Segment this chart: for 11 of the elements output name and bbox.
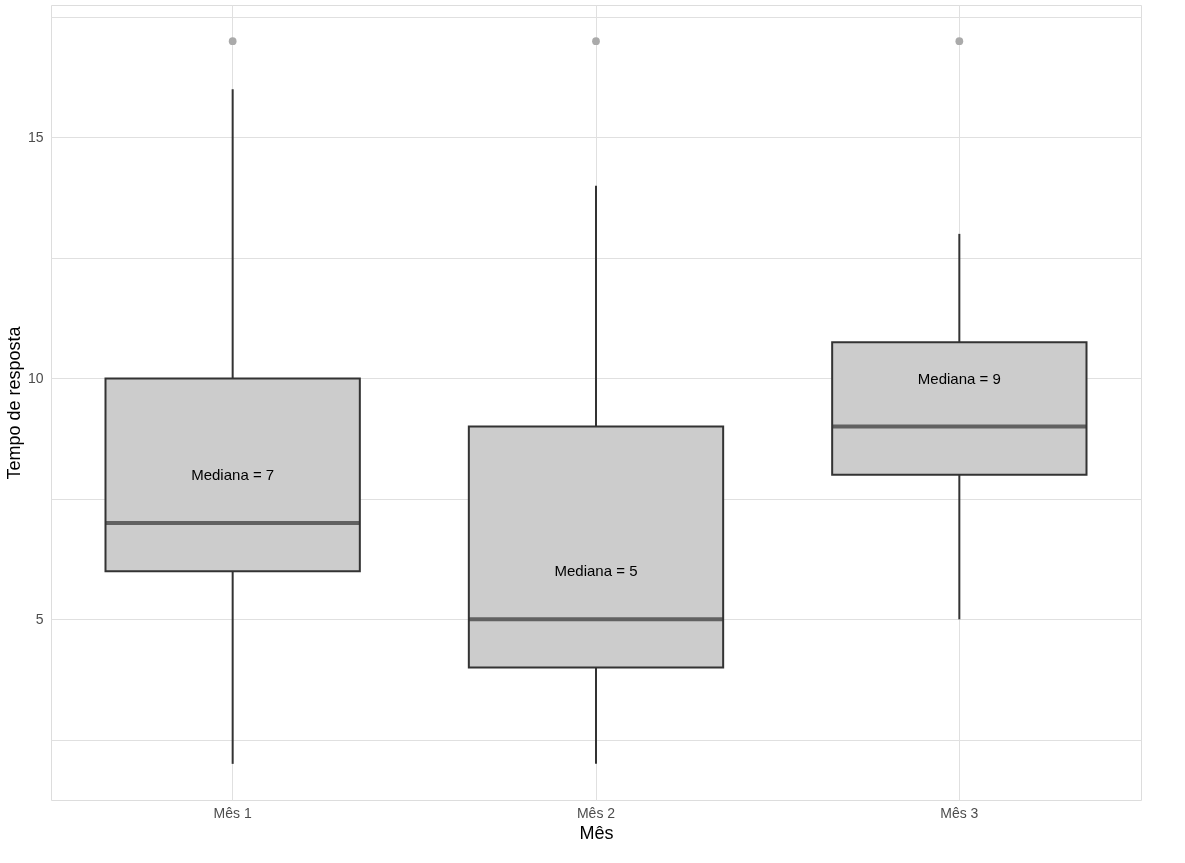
y-tick-label: 10	[27, 369, 44, 386]
y-tick-label: 5	[35, 610, 44, 627]
annotation: Mediana = 9	[917, 369, 1001, 387]
x-tick-label: Mês 2	[576, 804, 616, 821]
x-tick-label: Mês 1	[213, 804, 252, 821]
x-axis-title: Mês	[579, 822, 614, 843]
y-tick-label: 15	[27, 129, 44, 145]
annotation: Mediana = 5	[554, 562, 638, 580]
annotation: Mediana = 7	[191, 465, 275, 483]
x-tick-label: Mês 3	[940, 804, 979, 821]
y-axis-title: Tempo de resposta	[3, 325, 24, 480]
